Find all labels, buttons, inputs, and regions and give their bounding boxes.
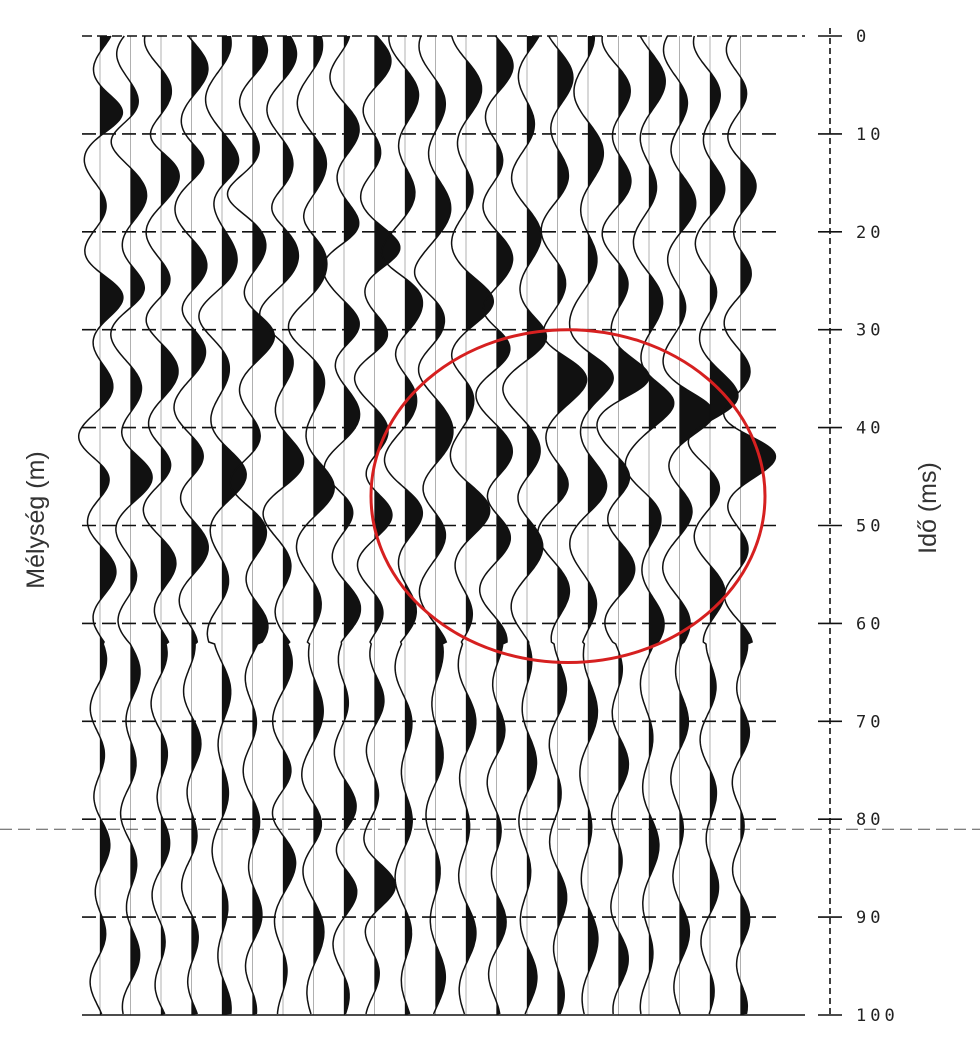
trace-10 <box>353 35 401 1015</box>
seismic-traces <box>77 35 777 1015</box>
time-tick-label-0: 0 <box>856 27 870 47</box>
trace-13 <box>449 35 495 1015</box>
time-axis <box>818 28 842 1016</box>
trace-2 <box>110 35 153 1015</box>
trace-fill-17 <box>588 36 614 1015</box>
trace-17 <box>568 36 614 1015</box>
trace-fill-7 <box>283 36 304 1015</box>
trace-fill-12 <box>435 36 453 1015</box>
trace-18 <box>596 35 650 1015</box>
trace-fill-3 <box>161 36 180 1015</box>
time-axis-label: Idő (ms) <box>914 462 942 554</box>
trace-fill-1 <box>100 36 123 1015</box>
time-tick-label-30: 30 <box>856 321 884 341</box>
trace-9 <box>322 35 362 1015</box>
trace-3 <box>142 35 180 1015</box>
time-tick-label-100: 100 <box>856 1006 899 1026</box>
trace-fill-20 <box>679 36 714 1015</box>
trace-22 <box>722 35 777 1015</box>
trace-16 <box>537 35 588 1015</box>
time-tick-label-20: 20 <box>856 223 884 243</box>
trace-5 <box>198 35 247 1015</box>
trace-6 <box>226 35 276 1015</box>
trace-fill-2 <box>130 36 153 1015</box>
trace-4 <box>173 35 209 1015</box>
time-tick-label-90: 90 <box>856 908 884 928</box>
trace-fill-6 <box>252 36 275 1015</box>
trace-19 <box>624 35 675 1015</box>
trace-fill-14 <box>496 36 513 1015</box>
trace-15 <box>502 35 548 1015</box>
trace-fill-11 <box>405 36 423 1015</box>
highlight-circle <box>369 328 767 664</box>
trace-12 <box>413 35 454 1015</box>
time-tick-label-70: 70 <box>856 712 884 732</box>
trace-fill-18 <box>618 36 649 1015</box>
time-tick-label-80: 80 <box>856 810 884 830</box>
trace-21 <box>687 35 739 1015</box>
time-tick-label-60: 60 <box>856 614 884 634</box>
time-tick-labels: 0 10 20 30 40 50 60 70 80 90 100 <box>856 27 899 1026</box>
depth-axis-label: Mélység (m) <box>22 451 50 589</box>
time-tick-label-40: 40 <box>856 419 884 439</box>
trace-fill-8 <box>313 36 335 1015</box>
trace-fill-5 <box>222 36 247 1015</box>
time-tick-label-10: 10 <box>856 125 884 145</box>
trace-7 <box>258 35 305 1015</box>
trace-fill-4 <box>191 36 209 1015</box>
time-tick-label-50: 50 <box>856 517 884 537</box>
trace-20 <box>661 35 715 1015</box>
trace-fill-19 <box>649 36 674 1015</box>
trace-fill-15 <box>527 36 547 1015</box>
trace-11 <box>380 35 424 1015</box>
trace-1 <box>77 35 124 1015</box>
trace-8 <box>287 35 335 1015</box>
trace-fill-13 <box>466 36 494 1015</box>
